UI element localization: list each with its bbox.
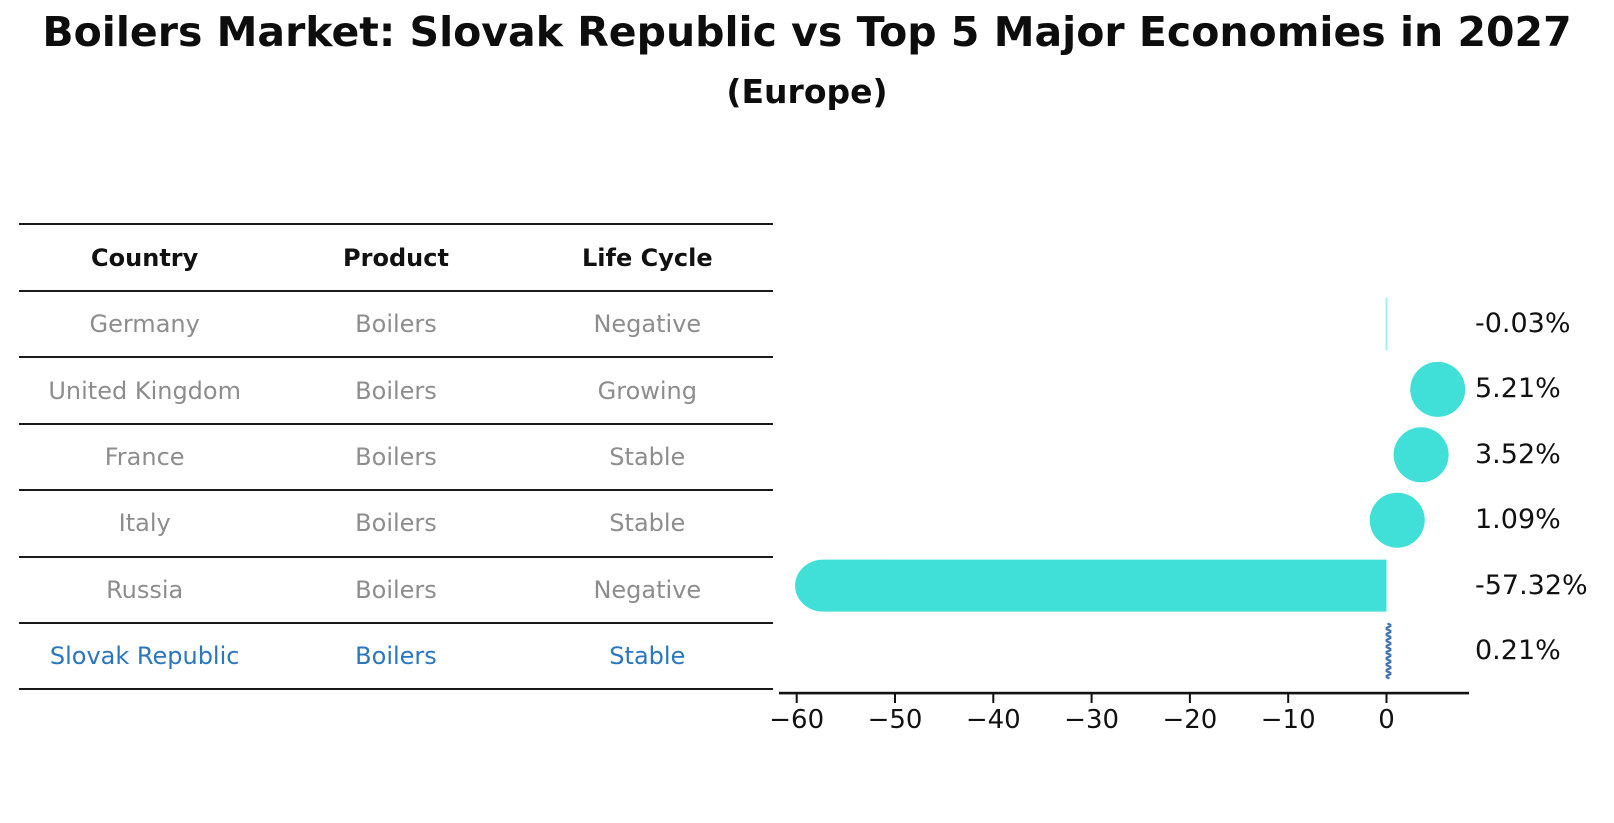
x-tick-label: −20 [1162,705,1217,735]
column-header-product: Product [343,243,449,272]
country-cell: Russia [106,575,184,604]
x-tick-label: 0 [1378,705,1395,735]
life-cycle-cell: Stable [609,642,686,671]
x-tick-label: −60 [769,705,824,735]
bar-slovak-republic-squiggle [1385,622,1392,680]
product-cell: Boilers [355,642,437,671]
life-cycle-cell: Negative [593,575,702,604]
table-row-germany: Germany Boilers Negative [19,292,773,359]
country-cell: Italy [118,509,171,538]
x-axis-tick [1188,694,1191,703]
x-tick-label: −50 [868,705,923,735]
table-header-row: Country Product Life Cycle [19,225,773,292]
x-tick-label: −10 [1261,705,1316,735]
product-cell: Boilers [355,310,437,339]
bar-russia [795,559,1387,612]
country-cell: Germany [89,310,200,339]
bar-italy [1369,492,1425,548]
value-label-russia: -57.32% [1475,570,1588,601]
product-cell: Boilers [355,376,437,405]
life-cycle-cell: Stable [609,509,686,538]
column-header-country: Country [91,243,199,272]
page-title: Boilers Market: Slovak Republic vs Top 5… [42,8,1572,56]
x-axis-tick [1385,694,1388,703]
value-label-germany: -0.03% [1475,308,1571,339]
x-axis-tick [795,694,798,703]
table-row-slovak-republic: Slovak Republic Boilers Stable [19,624,773,691]
x-axis-tick [1287,694,1290,703]
country-cell: Slovak Republic [49,642,240,671]
life-cycle-cell: Growing [597,376,697,405]
product-cell: Boilers [355,575,437,604]
bar-france [1393,427,1449,483]
table-row-italy: Italy Boilers Stable [19,491,773,558]
life-cycle-cell: Negative [593,310,702,339]
x-axis-tick [894,694,896,703]
country-cell: France [104,442,185,471]
product-cell: Boilers [355,509,437,538]
value-label-france: 3.52% [1475,439,1561,470]
column-header-life-cycle: Life Cycle [582,243,713,272]
table-row-russia: Russia Boilers Negative [19,558,773,624]
life-cycle-cell: Stable [609,442,686,471]
value-label-united-kingdom: 5.21% [1475,373,1561,404]
page-subtitle: (Europe) [726,72,888,111]
product-cell: Boilers [355,442,437,471]
comparison-table: Country Product Life Cycle Germany Boile… [19,223,773,691]
value-label-italy: 1.09% [1475,504,1561,535]
bar-united-kingdom [1410,361,1466,417]
x-tick-label: −40 [966,705,1021,735]
x-axis-spine [779,691,1469,695]
bar-germany [1385,298,1388,350]
country-cell: United Kingdom [48,376,241,405]
value-label-slovak-republic: 0.21% [1475,635,1561,666]
x-axis-tick [1090,694,1093,703]
table-row-france: France Boilers Stable [19,425,773,492]
table-row-united-kingdom: United Kingdom Boilers Growing [19,358,773,425]
x-axis-tick [992,694,995,703]
x-tick-label: −30 [1064,705,1119,735]
